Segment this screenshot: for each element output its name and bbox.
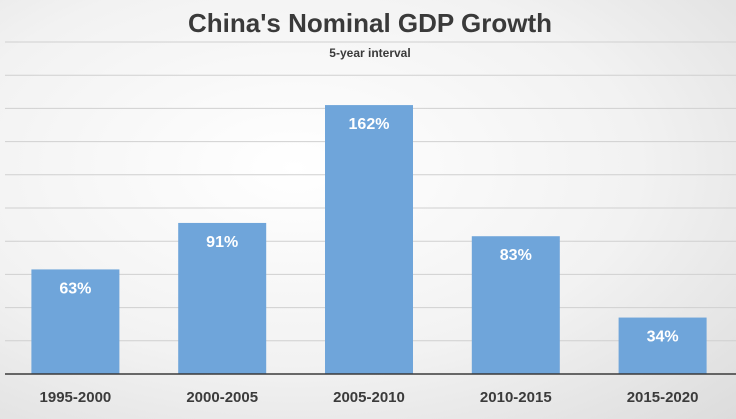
x-tick-label: 2010-2015 (480, 389, 552, 406)
bar-2015-2020 (618, 317, 707, 374)
x-tick-label: 2005-2010 (333, 389, 405, 406)
data-label: 91% (206, 234, 238, 251)
x-tick-label: 2015-2020 (627, 389, 699, 406)
x-tick-labels: 1995-2000 2000-2005 2005-2010 2010-2015 2015… (40, 389, 699, 406)
chart-title: China's Nominal GDP Growth (188, 8, 552, 38)
data-label: 83% (500, 247, 532, 264)
data-label: 162% (349, 116, 390, 133)
bar-2010-2015 (471, 236, 560, 374)
data-labels: 63% 91% 162% 83% 34% (59, 116, 678, 345)
bar-1995-2000 (31, 269, 120, 374)
x-tick-label: 1995-2000 (40, 389, 112, 406)
bars (31, 105, 707, 374)
chart-subtitle: 5-year interval (329, 46, 411, 60)
data-label: 63% (59, 280, 91, 297)
x-tick-label: 2000-2005 (186, 389, 258, 406)
bar-2000-2005 (178, 222, 267, 374)
bar-2005-2010 (325, 105, 413, 374)
data-label: 34% (647, 329, 679, 346)
